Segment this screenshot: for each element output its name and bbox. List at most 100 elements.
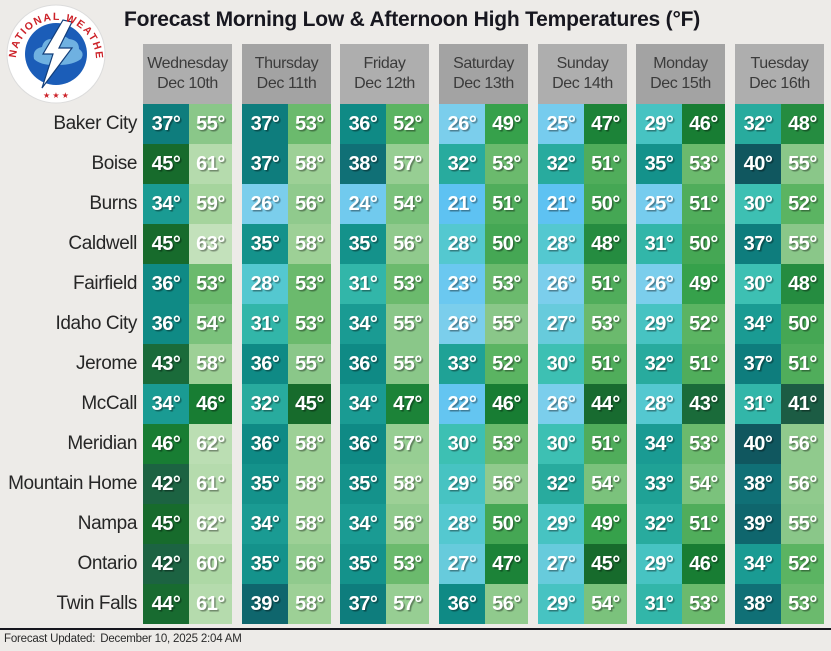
high-temp-cell: 55° <box>781 144 824 184</box>
high-temp-cell: 58° <box>288 144 331 184</box>
high-temp-cell: 41° <box>781 384 824 424</box>
temp-row: 35° 56° <box>340 224 429 264</box>
temp-row: 36° 55° <box>242 344 331 384</box>
temp-row: 29° 46° <box>636 544 725 584</box>
day-column: Saturday Dec 13th 26° 49° 32° 53° 21° 51° 28° 50°… <box>439 44 528 624</box>
high-temp-cell: 56° <box>485 464 528 504</box>
temp-row: 45° 61° <box>143 144 232 184</box>
high-temp-cell: 55° <box>386 344 429 384</box>
temp-row: 31° 53° <box>242 304 331 344</box>
temp-row: 27° 47° <box>439 544 528 584</box>
low-temp-cell: 36° <box>340 344 386 384</box>
day-column: Friday Dec 12th 36° 52° 38° 57° 24° 54° 35° 56° 31… <box>340 44 429 624</box>
high-temp-cell: 56° <box>781 464 824 504</box>
high-temp-cell: 54° <box>584 464 627 504</box>
footer-updated-label: Forecast Updated: <box>4 633 96 645</box>
high-temp-cell: 48° <box>781 104 824 144</box>
high-temp-cell: 51° <box>485 184 528 224</box>
low-temp-cell: 45° <box>143 504 189 544</box>
low-temp-cell: 34° <box>340 304 386 344</box>
temp-row: 33° 52° <box>439 344 528 384</box>
low-temp-cell: 37° <box>340 584 386 624</box>
page-title: Forecast Morning Low & Afternoon High Te… <box>124 8 701 31</box>
day-column: Monday Dec 15th 29° 46° 35° 53° 25° 51° 31° 50° 26… <box>636 44 725 624</box>
logo-stars: ★ ★ ★ <box>43 91 69 100</box>
temp-row: 26° 44° <box>538 384 627 424</box>
low-temp-cell: 33° <box>636 464 682 504</box>
high-temp-cell: 56° <box>781 424 824 464</box>
low-temp-cell: 30° <box>735 184 781 224</box>
low-temp-cell: 34° <box>143 384 189 424</box>
low-temp-cell: 32° <box>636 504 682 544</box>
temp-row: 37° 57° <box>340 584 429 624</box>
city-label: Boise <box>91 153 137 174</box>
high-temp-cell: 53° <box>485 144 528 184</box>
low-temp-cell: 27° <box>439 544 485 584</box>
low-temp-cell: 35° <box>340 464 386 504</box>
low-temp-cell: 31° <box>636 584 682 624</box>
city-label: Baker City <box>53 113 137 134</box>
high-temp-cell: 53° <box>386 544 429 584</box>
day-name: Wednesday <box>147 55 228 72</box>
temp-row: 45° 62° <box>143 504 232 544</box>
low-temp-cell: 42° <box>143 544 189 584</box>
low-temp-cell: 45° <box>143 224 189 264</box>
high-temp-cell: 53° <box>485 424 528 464</box>
high-temp-cell: 56° <box>386 224 429 264</box>
day-date: Dec 12th <box>354 75 415 92</box>
high-temp-cell: 61° <box>189 464 232 504</box>
high-temp-cell: 48° <box>781 264 824 304</box>
day-header: Wednesday Dec 10th <box>143 44 232 104</box>
high-temp-cell: 52° <box>781 184 824 224</box>
high-temp-cell: 43° <box>682 384 725 424</box>
temp-row: 37° 58° <box>242 144 331 184</box>
day-column: Tuesday Dec 16th 32° 48° 40° 55° 30° 52° 37° 55° 3… <box>735 44 824 624</box>
high-temp-cell: 48° <box>584 224 627 264</box>
temp-row: 29° 52° <box>636 304 725 344</box>
low-temp-cell: 38° <box>735 584 781 624</box>
city-label: Fairfield <box>73 273 137 294</box>
low-temp-cell: 37° <box>242 104 288 144</box>
day-date: Dec 16th <box>749 75 810 92</box>
low-temp-cell: 45° <box>143 144 189 184</box>
high-temp-cell: 53° <box>189 264 232 304</box>
day-date: Dec 14th <box>552 75 613 92</box>
day-column: Thursday Dec 11th 37° 53° 37° 58° 26° 56° 35° 58°… <box>242 44 331 624</box>
high-temp-cell: 49° <box>682 264 725 304</box>
low-temp-cell: 28° <box>439 504 485 544</box>
temp-row: 36° 55° <box>340 344 429 384</box>
low-temp-cell: 32° <box>439 144 485 184</box>
low-temp-cell: 34° <box>340 384 386 424</box>
temp-row: 44° 61° <box>143 584 232 624</box>
low-temp-cell: 32° <box>538 464 584 504</box>
high-temp-cell: 56° <box>386 504 429 544</box>
low-temp-cell: 34° <box>143 184 189 224</box>
low-temp-cell: 34° <box>242 504 288 544</box>
low-temp-cell: 34° <box>735 544 781 584</box>
high-temp-cell: 51° <box>584 144 627 184</box>
temp-row: 34° 56° <box>340 504 429 544</box>
temp-row: 38° 56° <box>735 464 824 504</box>
day-name: Monday <box>653 55 708 72</box>
low-temp-cell: 35° <box>242 464 288 504</box>
day-date: Dec 15th <box>650 75 711 92</box>
low-temp-cell: 27° <box>538 304 584 344</box>
low-temp-cell: 26° <box>242 184 288 224</box>
high-temp-cell: 58° <box>288 224 331 264</box>
high-temp-cell: 51° <box>584 424 627 464</box>
low-temp-cell: 22° <box>439 384 485 424</box>
temp-row: 28° 50° <box>439 224 528 264</box>
low-temp-cell: 24° <box>340 184 386 224</box>
temp-row: 35° 58° <box>242 464 331 504</box>
low-temp-cell: 25° <box>538 104 584 144</box>
low-temp-cell: 36° <box>242 344 288 384</box>
low-temp-cell: 26° <box>538 384 584 424</box>
low-temp-cell: 30° <box>439 424 485 464</box>
low-temp-cell: 39° <box>242 584 288 624</box>
low-temp-cell: 35° <box>242 544 288 584</box>
high-temp-cell: 51° <box>781 344 824 384</box>
low-temp-cell: 36° <box>439 584 485 624</box>
city-label: Mountain Home <box>8 473 137 494</box>
high-temp-cell: 60° <box>189 544 232 584</box>
temp-row: 22° 46° <box>439 384 528 424</box>
